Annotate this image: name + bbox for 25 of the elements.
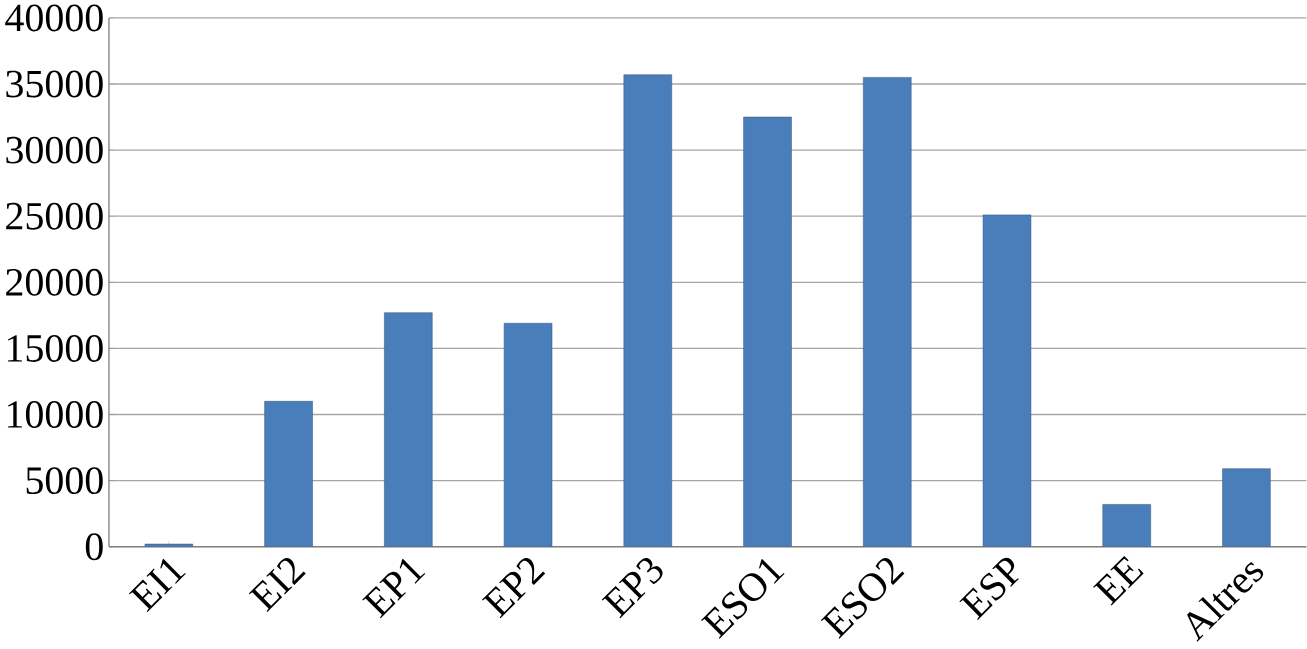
y-tick-label: 5000 [26,467,103,495]
bar [623,74,673,547]
y-tick-label: 25000 [6,202,103,230]
y-tick-label: 20000 [6,269,103,297]
y-tick-label: 30000 [6,136,103,164]
y-tick-label: 35000 [6,70,103,98]
x-tick-label: EI2 [248,558,306,613]
bar [503,323,553,547]
bar [264,401,313,547]
bar [982,214,1032,547]
x-tick-label: ESP [959,557,1019,621]
bar [1102,504,1151,547]
x-tick-label: EP1 [362,559,426,619]
x-tick-label: EP3 [601,558,663,619]
bar [1222,468,1271,547]
y-tick-label: 15000 [7,335,103,363]
x-tick-label: EE [1093,556,1144,606]
bar [863,77,912,547]
bar [384,312,433,547]
x-tick-label: EP2 [482,558,546,619]
y-tick-label: 10000 [7,401,103,429]
y-tick-label: 0 [85,533,103,561]
y-tick-label: 40000 [5,4,103,32]
x-tick-label: EI1 [129,559,186,613]
bar [743,117,792,547]
